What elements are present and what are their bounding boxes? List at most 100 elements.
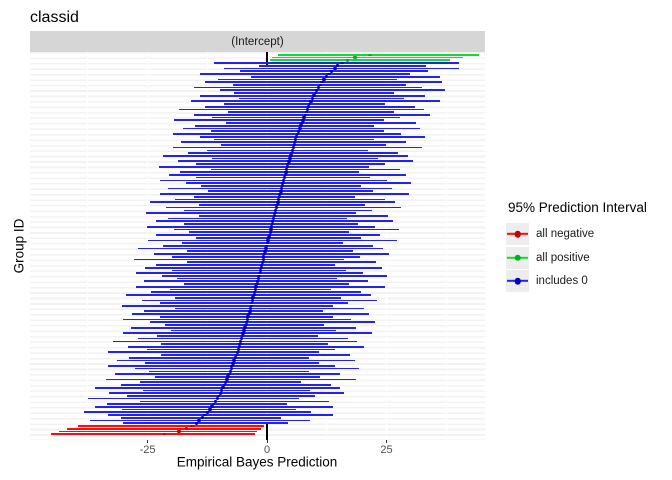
facet-strip: (Intercept) <box>30 31 485 52</box>
estimate-dot <box>313 91 318 95</box>
interval-bar <box>95 405 333 408</box>
estimate-dot <box>246 315 250 319</box>
interval-bar <box>95 386 340 389</box>
estimate-dot <box>345 58 350 62</box>
estimate-dot <box>273 211 277 215</box>
plot-title: classid <box>30 9 79 26</box>
estimate-dot <box>200 416 205 420</box>
estimate-dot <box>333 67 337 70</box>
interval-bar <box>269 59 450 62</box>
legend-item: all negative <box>506 223 671 245</box>
estimate-dot <box>290 149 295 152</box>
estimate-dot <box>194 421 198 425</box>
interval-bar <box>214 62 459 64</box>
estimate-dot <box>272 214 276 218</box>
interval-bar <box>227 111 395 113</box>
legend-items: all negative all positive includes 0 <box>506 223 671 292</box>
interval-bar <box>143 310 323 313</box>
legend-item-label: all positive <box>536 251 590 264</box>
interval-bar <box>172 146 423 149</box>
estimate-dot <box>255 282 259 286</box>
estimate-dot <box>197 419 201 422</box>
interval-bar <box>206 149 368 152</box>
estimate-dot <box>278 192 282 196</box>
interval-bar <box>126 294 371 296</box>
estimate-dot <box>231 361 235 365</box>
legend-title: 95% Prediction Interval <box>508 200 647 215</box>
estimate-dot <box>203 413 207 417</box>
interval-bar <box>212 116 401 119</box>
interval-bar <box>259 64 426 67</box>
estimate-dot <box>307 102 312 106</box>
interval-bar <box>195 236 361 239</box>
estimate-dot <box>225 378 229 381</box>
estimate-dot <box>244 320 249 324</box>
estimate-dot <box>237 345 242 349</box>
zero-reference-line <box>266 52 268 66</box>
estimate-dot <box>267 236 271 239</box>
interval-bar <box>149 201 395 204</box>
interval-bar <box>160 302 349 304</box>
interval-bar <box>220 89 445 92</box>
estimate-dot <box>262 252 267 256</box>
x-axis-title: Empirical Bayes Prediction <box>176 454 338 470</box>
estimate-dot <box>261 258 265 261</box>
interval-bar <box>165 206 401 209</box>
minor-gridline <box>87 52 89 440</box>
interval-bar <box>117 359 355 362</box>
interval-bar <box>147 239 398 242</box>
legend-item-label: all negative <box>536 228 595 240</box>
estimate-dot <box>252 293 256 297</box>
estimate-dot <box>226 375 230 379</box>
interval-bar <box>135 272 364 274</box>
x-tick-label: 0 <box>263 444 271 456</box>
estimate-dot <box>240 334 245 338</box>
interval-bar <box>181 242 344 244</box>
x-tick-mark <box>147 440 149 443</box>
estimate-dot <box>248 307 253 310</box>
estimate-dot <box>272 217 276 220</box>
interval-bar <box>211 168 401 171</box>
estimate-dot <box>306 105 311 109</box>
estimate-dot <box>269 228 273 231</box>
major-gridline <box>146 52 149 440</box>
interval-bar <box>106 378 356 381</box>
estimate-dot <box>258 269 263 272</box>
interval-bar <box>205 81 443 83</box>
interval-bar <box>139 381 301 384</box>
estimate-dot <box>253 288 258 291</box>
estimate-dot <box>262 255 266 259</box>
estimate-dot <box>277 195 282 199</box>
estimate-dot <box>271 219 275 223</box>
interval-bar <box>224 67 460 70</box>
interval-bar <box>78 425 265 427</box>
estimate-dot <box>283 173 287 177</box>
estimate-dot <box>238 342 242 346</box>
facet-strip-label: (Intercept) <box>231 35 284 48</box>
estimate-dot <box>315 88 319 92</box>
estimate-dot <box>240 337 244 340</box>
interval-bar <box>178 160 414 163</box>
estimate-dot <box>296 129 301 133</box>
estimate-dot <box>236 348 241 351</box>
estimate-dot <box>285 165 290 169</box>
estimate-dot <box>318 83 323 87</box>
interval-bar <box>134 258 345 261</box>
interval-bar <box>153 253 389 255</box>
interval-bar <box>107 365 336 367</box>
estimate-dot <box>292 143 296 147</box>
interval-bar <box>217 78 398 81</box>
interval-bar <box>146 348 335 351</box>
estimate-dot <box>298 127 302 130</box>
estimate-dot <box>294 135 299 139</box>
estimate-dot <box>251 299 255 302</box>
interval-bar <box>88 397 299 400</box>
interval-bar <box>272 56 463 59</box>
interval-bar <box>211 157 378 160</box>
interval-bar <box>146 212 357 214</box>
estimate-dot <box>210 405 214 409</box>
estimate-dot <box>301 118 305 122</box>
interval-bar <box>108 414 333 416</box>
interval-bar <box>174 296 342 299</box>
estimate-dot <box>245 318 250 321</box>
